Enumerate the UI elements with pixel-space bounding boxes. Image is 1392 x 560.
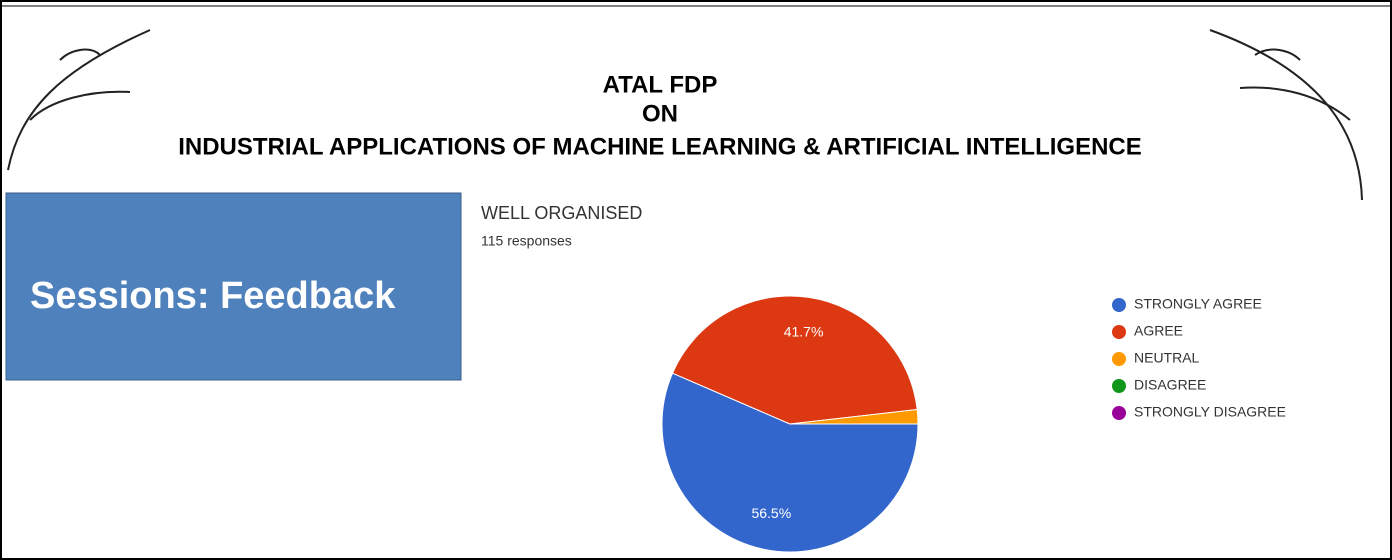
legend-label: DISAGREE — [1134, 377, 1206, 393]
legend-label: STRONGLY AGREE — [1134, 296, 1262, 312]
sidebar-title: Sessions: Feedback — [30, 275, 396, 317]
legend-swatch — [1112, 325, 1126, 339]
header-line: ON — [642, 100, 678, 127]
legend-swatch — [1112, 379, 1126, 393]
legend-swatch — [1112, 298, 1126, 312]
legend-label: AGREE — [1134, 323, 1183, 339]
legend-swatch — [1112, 352, 1126, 366]
slide: ATAL FDP ON INDUSTRIAL APPLICATIONS OF M… — [0, 0, 1392, 560]
legend-swatch — [1112, 406, 1126, 420]
header-line: ATAL FDP — [603, 71, 718, 98]
chart-subtitle: 115 responses — [481, 233, 572, 249]
data-label: 56.5% — [751, 505, 791, 521]
header-line: INDUSTRIAL APPLICATIONS OF MACHINE LEARN… — [178, 133, 1142, 160]
data-label: 41.7% — [784, 324, 824, 340]
legend-label: STRONGLY DISAGREE — [1134, 404, 1286, 420]
chart-title: WELL ORGANISED — [481, 203, 642, 223]
legend-label: NEUTRAL — [1134, 350, 1200, 366]
